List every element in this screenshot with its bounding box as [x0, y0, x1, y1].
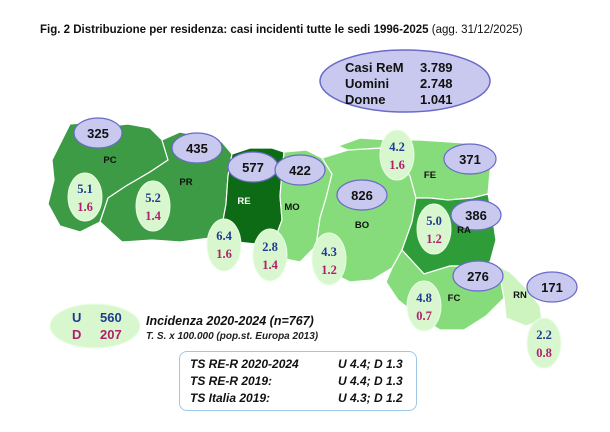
cases-value: 435 — [186, 141, 208, 156]
incidence-title: Incidenza 2020-2024 (n=767) — [146, 314, 314, 328]
rate-oval-pr: 5.2 1.4 — [135, 180, 171, 232]
rate-male: 5.1 — [77, 182, 93, 196]
case-bubble-mo: 422 — [274, 154, 326, 186]
standard-rate-label: TS RE-R 2020-2024 — [190, 357, 299, 371]
case-bubble-ra: 386 — [450, 199, 502, 231]
rate-male: 5.2 — [145, 191, 161, 205]
summary-label: Uomini — [345, 76, 389, 91]
rate-oval-pc: 5.1 1.6 — [67, 172, 103, 222]
rate-male: 5.0 — [426, 214, 442, 228]
case-bubble-fc: 276 — [452, 260, 504, 292]
rate-female: 1.4 — [145, 209, 161, 223]
cases-value: 422 — [289, 163, 311, 178]
standard-rate-value: U 4.4; D 1.3 — [338, 374, 403, 388]
summary-value: 1.041 — [420, 92, 453, 107]
case-bubble-re: 577 — [227, 151, 279, 183]
rate-oval-mo: 2.8 1.4 — [252, 228, 288, 282]
rate-female: 1.6 — [216, 247, 232, 261]
incidence-subtitle: T. S. x 100.000 (pop.st. Europa 2013) — [146, 331, 319, 342]
rate-oval-rn: 2.2 0.8 — [526, 317, 562, 369]
standard-rate-label: TS RE-R 2019: — [190, 374, 273, 388]
standard-rate-row: TS RE-R 2020-2024 U 4.4; D 1.3 — [190, 357, 403, 371]
rate-female: 1.2 — [321, 263, 337, 277]
province-label-rn: RN — [513, 290, 527, 301]
rate-male: 2.8 — [262, 240, 278, 254]
standard-rate-label: TS Italia 2019: — [190, 391, 271, 405]
rate-oval-bo: 4.3 1.2 — [311, 232, 347, 286]
cases-value: 276 — [467, 269, 489, 284]
summary-rows: Casi ReM 3.789 Uomini 2.748 Donne 1.041 — [345, 60, 453, 107]
rate-female: 0.8 — [536, 346, 552, 360]
rate-male: 4.8 — [416, 291, 432, 305]
province-label-ra: RA — [457, 225, 471, 236]
rate-male: 2.2 — [536, 328, 552, 342]
province-label-pr: PR — [179, 177, 192, 188]
case-bubble-bo: 826 — [336, 179, 388, 211]
rate-female: 1.6 — [77, 200, 93, 214]
summary-bubble — [319, 49, 491, 113]
rate-female: 1.6 — [389, 158, 405, 172]
case-bubble-pc: 325 — [73, 117, 123, 149]
rate-oval-ra: 5.0 1.2 — [416, 203, 452, 255]
figure-title: Fig. 2 Distribuzione per residenza: casi… — [40, 24, 523, 36]
province-label-pc: PC — [103, 155, 116, 166]
standard-rate-row: TS Italia 2019: U 4.3; D 1.2 — [190, 391, 403, 405]
province-label-bo: BO — [355, 220, 369, 231]
rate-oval-fc: 4.8 0.7 — [406, 280, 442, 332]
province-label-re: RE — [237, 196, 250, 207]
cases-value: 371 — [459, 152, 481, 167]
legend-u-label: U — [72, 310, 81, 325]
cases-value: 325 — [87, 126, 109, 141]
summary-value: 2.748 — [420, 76, 453, 91]
rate-female: 0.7 — [416, 309, 432, 323]
legend-u-value: 560 — [100, 310, 122, 325]
case-bubble-pr: 435 — [171, 132, 223, 164]
legend-d-value: 207 — [100, 327, 122, 342]
case-bubble-rn: 171 — [526, 271, 578, 303]
cases-value: 826 — [351, 188, 373, 203]
rate-female: 1.2 — [426, 232, 442, 246]
legend-d-label: D — [72, 327, 81, 342]
summary-label: Casi ReM — [345, 60, 404, 75]
case-bubble-fe: 371 — [443, 143, 497, 175]
summary-value: 3.789 — [420, 60, 453, 75]
standard-rate-value: U 4.4; D 1.3 — [338, 357, 403, 371]
cases-value: 577 — [242, 160, 264, 175]
standard-rate-value: U 4.3; D 1.2 — [338, 391, 403, 405]
rate-male: 6.4 — [216, 229, 232, 243]
summary-label: Donne — [345, 92, 385, 107]
cases-value: 386 — [465, 208, 487, 223]
standard-rate-row: TS RE-R 2019: U 4.4; D 1.3 — [190, 374, 403, 388]
rate-oval-re: 6.4 1.6 — [206, 218, 242, 272]
province-label-fe: FE — [424, 170, 436, 181]
cases-value: 171 — [541, 280, 563, 295]
rate-male: 4.2 — [389, 140, 405, 154]
rate-male: 4.3 — [321, 245, 337, 259]
rate-oval-fe: 4.2 1.6 — [379, 129, 415, 181]
province-label-mo: MO — [284, 202, 299, 213]
rate-female: 1.4 — [262, 258, 278, 272]
standard-rates-box: TS RE-R 2020-2024 U 4.4; D 1.3 TS RE-R 2… — [179, 351, 417, 411]
province-label-fc: FC — [448, 293, 461, 304]
gender-legend: U 560 D 207 — [49, 303, 141, 349]
